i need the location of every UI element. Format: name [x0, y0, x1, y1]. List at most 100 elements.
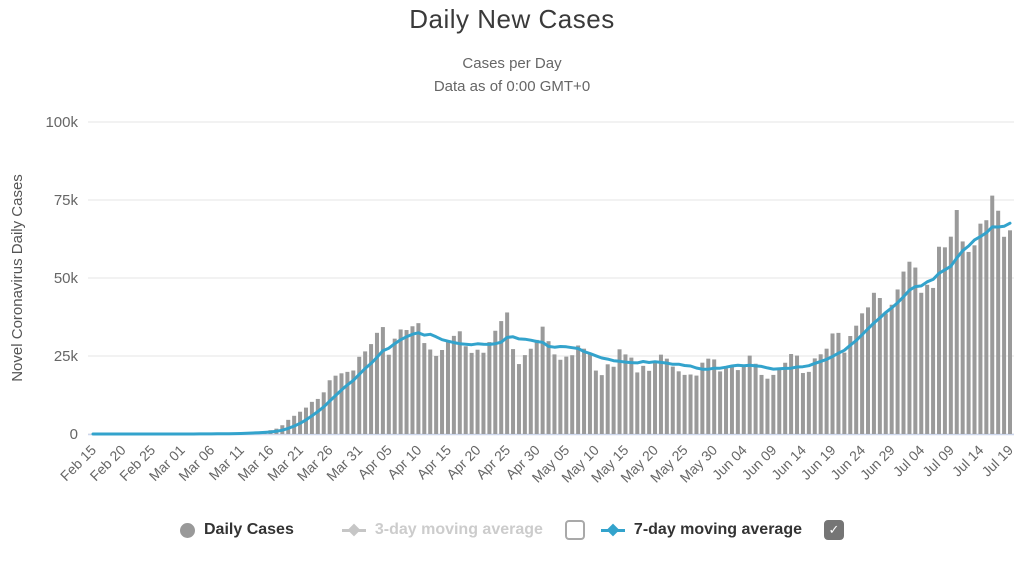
daily-cases-bar[interactable] [860, 313, 865, 434]
daily-cases-bar[interactable] [942, 247, 947, 434]
daily-cases-bar[interactable] [493, 330, 498, 434]
daily-cases-bar[interactable] [818, 354, 823, 434]
daily-cases-bar[interactable] [428, 349, 433, 434]
daily-cases-bar[interactable] [931, 287, 936, 434]
daily-cases-bar[interactable] [901, 271, 906, 434]
7day-avg-line[interactable] [91, 221, 1012, 436]
daily-cases-bar[interactable] [587, 354, 592, 434]
daily-cases-bar[interactable] [540, 326, 545, 434]
daily-cases-bar[interactable] [759, 374, 764, 434]
daily-cases-bar[interactable] [937, 246, 942, 434]
daily-cases-bar[interactable] [984, 220, 989, 434]
daily-cases-bar[interactable] [333, 375, 338, 434]
daily-cases-bar[interactable] [599, 375, 604, 434]
daily-cases-bar[interactable] [617, 349, 622, 434]
daily-cases-bar[interactable] [451, 335, 456, 434]
daily-cases-bar[interactable] [593, 370, 598, 434]
daily-cases-bar[interactable] [996, 210, 1001, 434]
daily-cases-bar[interactable] [990, 195, 995, 434]
daily-cases-bar[interactable] [422, 343, 427, 434]
daily-cases-bar[interactable] [499, 321, 504, 434]
daily-cases-bar[interactable] [576, 345, 581, 434]
daily-cases-bar[interactable] [380, 327, 385, 434]
daily-cases-bar[interactable] [830, 333, 835, 434]
daily-cases-bar[interactable] [741, 365, 746, 434]
daily-cases-bar[interactable] [487, 342, 492, 434]
daily-cases-bar[interactable] [836, 332, 841, 434]
daily-cases-bar[interactable] [960, 241, 965, 434]
daily-cases-bar[interactable] [635, 372, 640, 434]
daily-cases-bar[interactable] [653, 361, 658, 434]
daily-cases-bar[interactable] [481, 352, 486, 434]
daily-cases-bar[interactable] [463, 346, 468, 434]
daily-cases-bar[interactable] [534, 339, 539, 434]
daily-cases-bar[interactable] [475, 349, 480, 434]
daily-cases-bar[interactable] [558, 359, 563, 434]
daily-cases-bar[interactable] [363, 351, 368, 434]
legend-item-7day-avg[interactable]: 7-day moving average [600, 521, 802, 539]
daily-cases-bar[interactable] [339, 373, 344, 434]
daily-cases-bar[interactable] [806, 371, 811, 434]
daily-cases-bar[interactable] [682, 374, 687, 434]
daily-cases-bar[interactable] [369, 344, 374, 434]
daily-cases-bar[interactable] [948, 236, 953, 434]
daily-cases-bar[interactable] [700, 362, 705, 434]
daily-cases-bar[interactable] [747, 355, 752, 434]
daily-cases-bar[interactable] [925, 284, 930, 434]
daily-cases-bar[interactable] [516, 364, 521, 434]
daily-cases-bar[interactable] [670, 366, 675, 434]
daily-cases-bar[interactable] [854, 325, 859, 434]
daily-cases-bar[interactable] [771, 374, 776, 434]
daily-cases-bar[interactable] [641, 365, 646, 434]
daily-cases-bar[interactable] [445, 340, 450, 434]
daily-cases-bar[interactable] [351, 370, 356, 435]
daily-cases-bar[interactable] [824, 348, 829, 434]
daily-cases-bar[interactable] [848, 336, 853, 434]
daily-cases-bar[interactable] [582, 348, 587, 434]
daily-cases-bar[interactable] [895, 289, 900, 434]
daily-cases-bar[interactable] [789, 354, 794, 434]
daily-cases-bar[interactable] [795, 355, 800, 434]
daily-cases-bar[interactable] [972, 245, 977, 434]
daily-cases-bar[interactable] [664, 358, 669, 434]
daily-cases-bar[interactable] [552, 354, 557, 434]
daily-cases-bar[interactable] [718, 371, 723, 434]
daily-cases-bar[interactable] [386, 354, 391, 434]
daily-cases-bar[interactable] [1002, 236, 1007, 434]
daily-cases-bar[interactable] [978, 223, 983, 434]
daily-cases-bar[interactable] [871, 292, 876, 434]
daily-cases-bar[interactable] [777, 368, 782, 434]
daily-cases-bar[interactable] [753, 363, 758, 434]
daily-cases-bar[interactable] [712, 359, 717, 434]
daily-cases-bar[interactable] [522, 355, 527, 434]
daily-cases-bar[interactable] [1008, 230, 1012, 434]
daily-cases-bar[interactable] [440, 350, 445, 434]
3day-avg-checkbox[interactable] [564, 520, 585, 540]
daily-cases-bar[interactable] [511, 349, 516, 434]
daily-cases-bar[interactable] [315, 398, 320, 434]
daily-cases-bar[interactable] [605, 364, 610, 434]
daily-cases-bar[interactable] [327, 380, 332, 434]
daily-cases-bar[interactable] [309, 401, 314, 434]
daily-cases-bar[interactable] [729, 366, 734, 434]
7day-avg-checkbox[interactable]: ✓ [824, 520, 844, 540]
daily-cases-bar[interactable] [883, 313, 888, 434]
daily-cases-bar[interactable] [410, 326, 415, 434]
daily-cases-bar[interactable] [570, 355, 575, 434]
daily-cases-bar[interactable] [676, 371, 681, 434]
legend-item-3day-avg[interactable]: 3-day moving average [341, 521, 543, 539]
daily-cases-bar[interactable] [392, 338, 397, 434]
daily-cases-bar[interactable] [469, 352, 474, 434]
daily-cases-bar[interactable] [398, 329, 403, 434]
daily-cases-bar[interactable] [623, 354, 628, 434]
daily-cases-bar[interactable] [658, 354, 663, 434]
daily-cases-bar[interactable] [913, 267, 918, 434]
daily-cases-bar[interactable] [564, 356, 569, 434]
daily-cases-bar[interactable] [688, 374, 693, 435]
daily-cases-bar[interactable] [457, 331, 462, 434]
daily-cases-bar[interactable] [954, 210, 959, 434]
daily-cases-bar[interactable] [647, 370, 652, 434]
daily-cases-bar[interactable] [321, 392, 326, 434]
daily-cases-bar[interactable] [404, 330, 409, 434]
daily-cases-bar[interactable] [724, 368, 729, 434]
